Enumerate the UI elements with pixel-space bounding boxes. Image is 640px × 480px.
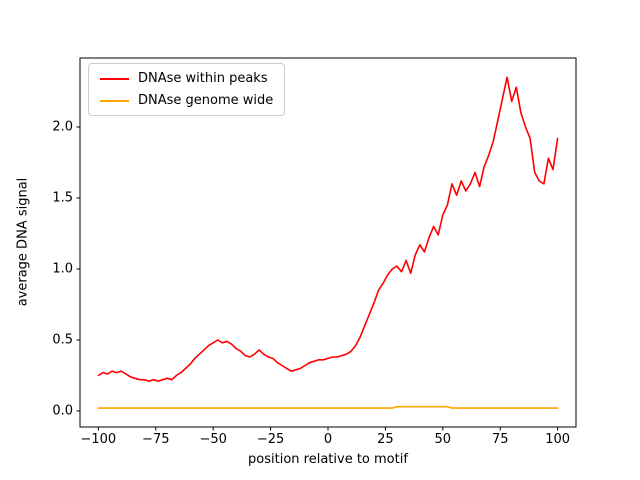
y-tick-label: 0.0: [52, 403, 73, 418]
x-tick-label: 25: [377, 432, 394, 447]
y-tick-label: 1.5: [52, 190, 73, 205]
legend-label: DNAse genome wide: [138, 93, 274, 108]
x-tick-label: 50: [435, 432, 452, 447]
x-axis-label: position relative to motif: [248, 452, 408, 467]
legend-entry-dnase-genome-wide: DNAse genome wide: [100, 93, 273, 108]
legend-entry-dnase-within-peaks: DNAse within peaks: [100, 71, 273, 86]
line-series-0: [97, 76, 559, 382]
x-tick-label: 75: [492, 432, 509, 447]
x-tick-label: −75: [142, 432, 169, 447]
legend-label: DNAse within peaks: [138, 71, 268, 86]
x-tick-label: 100: [545, 432, 570, 447]
y-tick-label: 0.5: [52, 332, 73, 347]
x-tick-label: 0: [324, 432, 332, 447]
x-tick-label: −25: [257, 432, 284, 447]
legend-line-swatch-red: [100, 77, 129, 80]
y-tick-label: 2.0: [52, 120, 73, 135]
line-series-1: [97, 405, 559, 409]
x-tick-label: −50: [199, 432, 226, 447]
y-tick-label: 1.0: [52, 261, 73, 276]
legend-line-swatch-orange: [100, 99, 129, 102]
x-tick-label: −100: [81, 432, 117, 447]
legend: DNAse within peaks DNAse genome wide: [88, 63, 286, 116]
y-axis-label: average DNA signal: [15, 177, 31, 307]
